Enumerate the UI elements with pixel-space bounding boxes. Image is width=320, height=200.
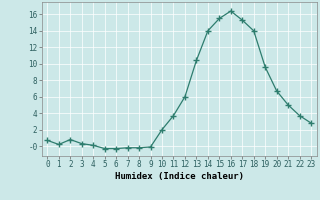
X-axis label: Humidex (Indice chaleur): Humidex (Indice chaleur) bbox=[115, 172, 244, 181]
